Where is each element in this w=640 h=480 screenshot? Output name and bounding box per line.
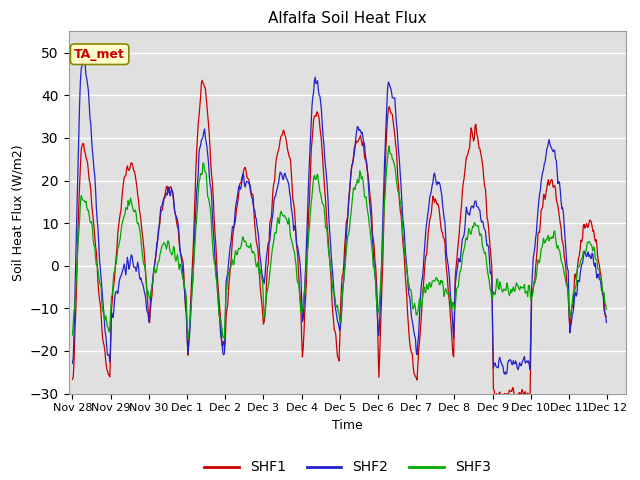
SHF2 — [212, 264, 220, 269]
SHF3 — [244, 244, 252, 250]
Title: Alfalfa Soil Heat Flux: Alfalfa Soil Heat Flux — [268, 11, 427, 26]
Y-axis label: Soil Heat Flux (W/m2): Soil Heat Flux (W/m2) — [11, 144, 24, 281]
SHF2 — [156, 212, 164, 217]
SHF1 — [198, 77, 206, 83]
SHF3 — [212, 272, 220, 277]
SHF1 — [497, 399, 505, 405]
SHF1 — [68, 376, 76, 382]
SHF3 — [68, 332, 76, 338]
SHF2 — [502, 371, 510, 377]
Line: SHF1: SHF1 — [72, 80, 607, 402]
SHF2 — [554, 180, 562, 186]
SHF1 — [244, 176, 252, 181]
SHF1 — [520, 393, 527, 398]
SHF1 — [603, 313, 611, 319]
Legend: SHF1, SHF2, SHF3: SHF1, SHF2, SHF3 — [198, 455, 497, 480]
Line: SHF2: SHF2 — [72, 59, 607, 374]
SHF2 — [520, 355, 527, 361]
SHF2 — [603, 320, 611, 325]
Text: TA_met: TA_met — [74, 48, 125, 61]
X-axis label: Time: Time — [332, 419, 363, 432]
SHF3 — [520, 285, 527, 291]
Line: SHF3: SHF3 — [72, 146, 607, 339]
SHF3 — [184, 336, 192, 342]
SHF2 — [81, 56, 88, 62]
SHF3 — [385, 143, 393, 149]
SHF1 — [212, 240, 220, 246]
SHF3 — [603, 306, 611, 312]
SHF3 — [156, 258, 163, 264]
SHF3 — [554, 243, 562, 249]
SHF1 — [156, 224, 163, 230]
SHF3 — [84, 207, 92, 213]
SHF2 — [84, 87, 92, 93]
SHF2 — [68, 360, 76, 366]
SHF2 — [244, 179, 252, 185]
SHF1 — [84, 160, 92, 166]
SHF1 — [554, 203, 562, 209]
